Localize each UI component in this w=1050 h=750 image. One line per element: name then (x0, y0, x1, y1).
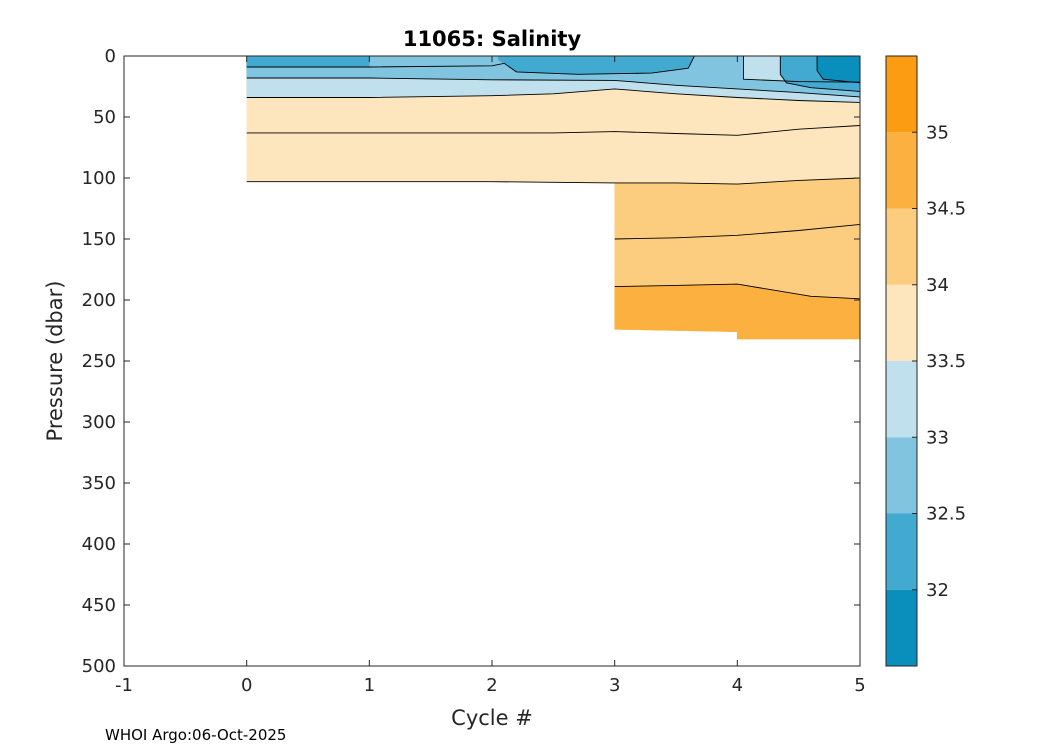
colorbar-tick-label: 32.5 (926, 504, 966, 525)
contour-line-5 (246, 88, 861, 103)
contour-line-8 (614, 223, 861, 240)
x-axis: -1 0 1 2 3 4 5 (115, 56, 866, 696)
y-tick-label: 250 (82, 351, 116, 372)
colorbar-band-0 (886, 589, 917, 666)
contour-fill-8 (246, 55, 370, 68)
plot-area (246, 55, 861, 340)
contour-line-4 (816, 56, 861, 84)
y-tick-label: 500 (82, 656, 116, 677)
colorbar-band-2 (886, 437, 917, 514)
x-tick-label: 4 (732, 675, 743, 696)
contour-line-9 (614, 283, 861, 300)
colorbar-band-4 (886, 284, 917, 361)
colorbar-band-6 (886, 132, 917, 209)
contour-line-6 (246, 125, 861, 136)
y-tick-label: 450 (82, 595, 116, 616)
x-tick-label: -1 (115, 675, 133, 696)
y-tick-label: 200 (82, 290, 116, 311)
credit-text: WHOI Argo:06-Oct-2025 (105, 726, 286, 744)
x-tick-label: 1 (364, 675, 375, 696)
y-axis: 0 50 100 150 200 250 300 350 400 450 500 (82, 46, 860, 677)
colorbar-tick-label: 32 (926, 580, 949, 601)
y-tick-label: 100 (82, 168, 116, 189)
x-tick-label: 5 (854, 675, 865, 696)
colorbar-band-7 (886, 56, 917, 133)
contour-line-1 (246, 77, 861, 98)
colorbar: 32 32.5 33 33.5 34 34.5 35 (885, 55, 966, 667)
colorbar-band-1 (886, 513, 917, 590)
x-tick-label: 3 (609, 675, 620, 696)
x-tick-label: 0 (241, 675, 252, 696)
y-tick-label: 50 (93, 107, 116, 128)
contour-line-7 (246, 177, 861, 185)
colorbar-band-5 (886, 208, 917, 285)
colorbar-tick-label: 33 (926, 427, 949, 448)
colorbar-tick-label: 34 (926, 275, 949, 296)
colorbar-tick-label: 34.5 (926, 199, 966, 220)
colorbar-tick-label: 33.5 (926, 351, 966, 372)
contour-line-2 (743, 56, 861, 83)
y-tick-label: 150 (82, 229, 116, 250)
contour-line-0 (246, 55, 695, 75)
y-axis-label: Pressure (dbar) (43, 281, 67, 442)
colorbar-band-3 (886, 361, 917, 438)
contour-fill-9 (816, 55, 861, 84)
x-axis-label: Cycle # (451, 706, 533, 730)
y-tick-label: 300 (82, 412, 116, 433)
y-tick-label: 0 (105, 46, 116, 67)
x-tick-label: 2 (486, 675, 497, 696)
colorbar-tick-label: 35 (926, 122, 949, 143)
y-tick-label: 350 (82, 473, 116, 494)
contour-line-3 (779, 56, 861, 92)
y-tick-label: 400 (82, 534, 116, 555)
chart-title: 11065: Salinity (403, 27, 582, 51)
